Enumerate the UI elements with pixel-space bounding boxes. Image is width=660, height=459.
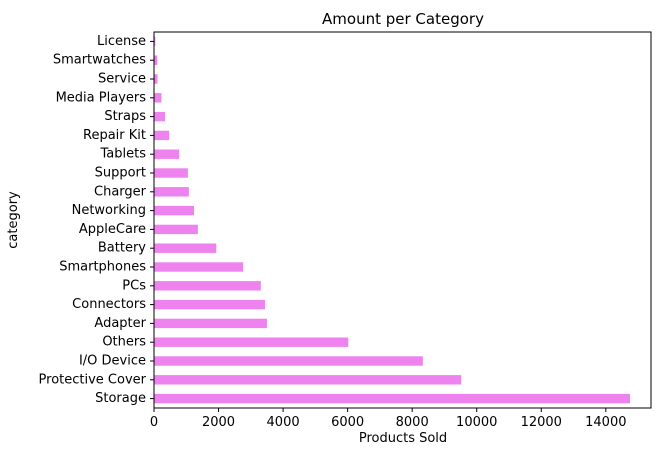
- bar: [154, 93, 162, 103]
- bar: [154, 205, 195, 216]
- x-tick-label: 2000: [202, 415, 235, 430]
- bar: [154, 393, 631, 404]
- plot-area-frame: [153, 31, 652, 409]
- bar: [154, 299, 266, 310]
- bar: [154, 55, 158, 65]
- y-tick-label: PCs: [122, 278, 146, 293]
- bar: [154, 187, 189, 197]
- y-tick-label: Others: [102, 335, 146, 350]
- y-tick-label: AppleCare: [79, 222, 146, 237]
- bar: [154, 111, 165, 122]
- bar: [154, 337, 349, 347]
- y-tick-label: Smartwatches: [53, 53, 146, 68]
- chart-title: Amount per Category: [322, 10, 484, 28]
- bar: [154, 224, 198, 235]
- y-tick-label: Battery: [98, 241, 146, 256]
- bar: [154, 74, 158, 84]
- x-tick-label: 6000: [331, 415, 364, 430]
- y-tick-label: Tablets: [100, 147, 147, 162]
- y-axis-label: category: [6, 191, 21, 249]
- y-tick-label: I/O Device: [79, 354, 146, 369]
- y-tick-label: Service: [98, 72, 146, 87]
- bar: [154, 281, 261, 291]
- x-tick-label: 12000: [521, 415, 562, 430]
- bar: [154, 318, 267, 329]
- bars-group: [154, 36, 631, 404]
- y-tick-label: Support: [95, 166, 146, 181]
- bar: [154, 130, 170, 141]
- y-tick-label: Smartphones: [59, 260, 146, 275]
- x-ticks: 0 2000 4000 6000 8000 10000 12000 14000: [150, 408, 626, 430]
- x-axis-label: Products Sold: [359, 431, 447, 446]
- bar: [154, 149, 180, 159]
- y-tick-label: Adapter: [94, 316, 146, 331]
- y-tick-label: Storage: [95, 391, 146, 406]
- y-tick-label: Networking: [72, 203, 146, 218]
- bar: [154, 243, 217, 253]
- y-tick-label: Charger: [94, 184, 147, 199]
- bar: [154, 375, 462, 385]
- bar: [154, 356, 423, 366]
- y-tick-labels: Storage Protective Cover I/O Device Others A…: [39, 34, 154, 406]
- y-tick-label: Protective Cover: [39, 372, 147, 387]
- y-tick-label: License: [97, 34, 146, 49]
- x-tick-label: 0: [150, 415, 158, 430]
- x-tick-label: 4000: [267, 415, 300, 430]
- y-tick-label: Media Players: [56, 90, 147, 105]
- x-tick-label: 14000: [585, 415, 626, 430]
- bar: [154, 168, 188, 178]
- bar: [154, 262, 244, 272]
- y-tick-label: Straps: [104, 109, 146, 124]
- y-tick-label: Connectors: [72, 297, 146, 312]
- bar: [154, 36, 156, 47]
- x-tick-label: 10000: [456, 415, 497, 430]
- x-tick-label: 8000: [396, 415, 429, 430]
- y-tick-label: Repair Kit: [83, 128, 146, 143]
